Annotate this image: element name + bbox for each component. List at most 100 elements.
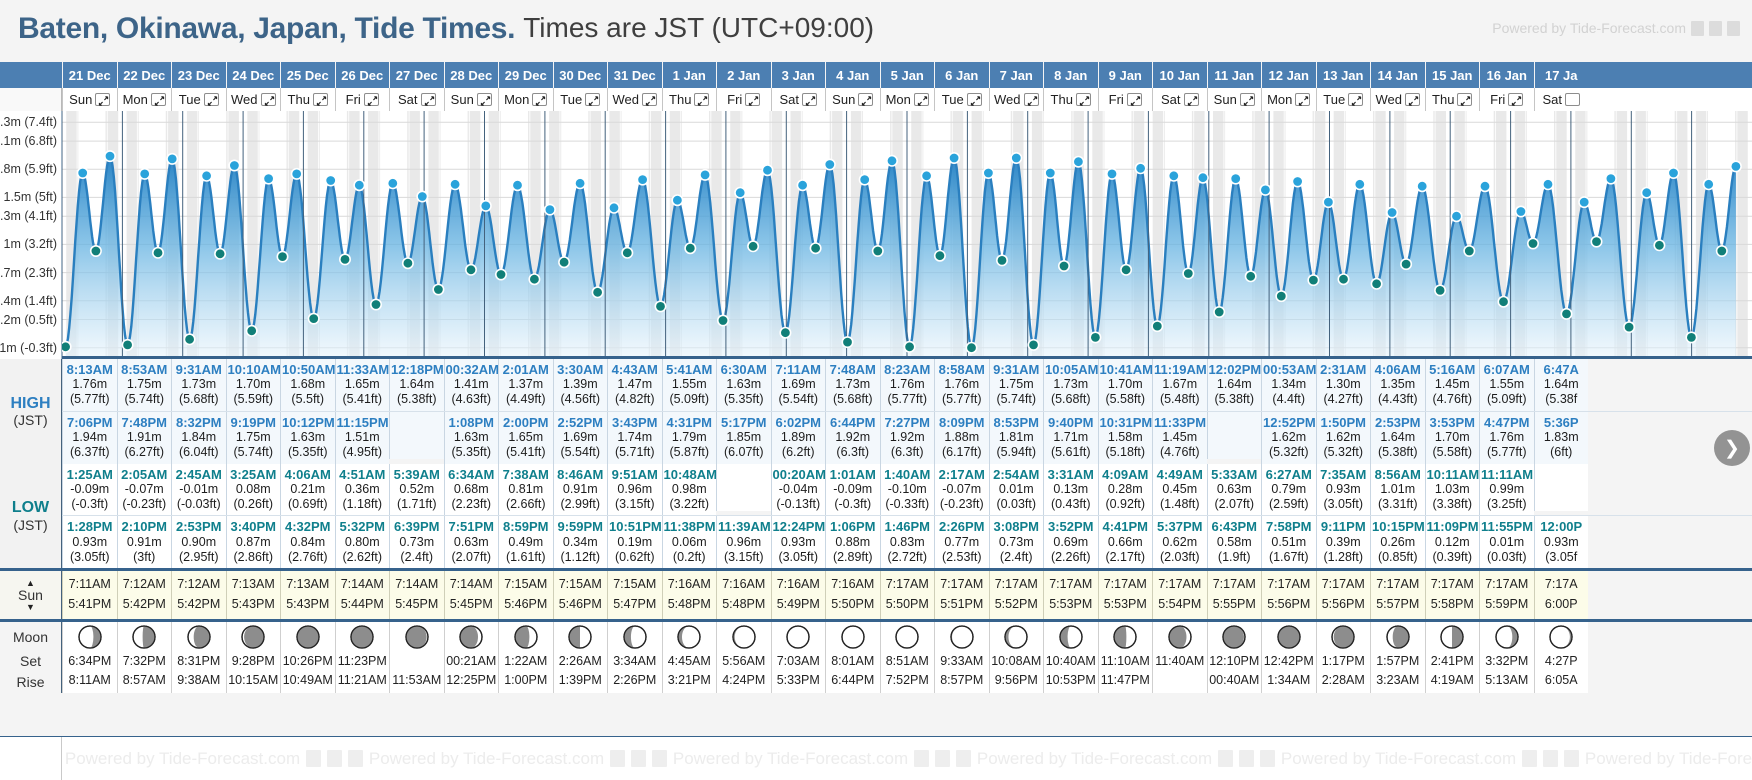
date-header-cell[interactable]: 25 Dec [280,62,335,88]
date-header-cell[interactable]: 23 Dec [171,62,226,88]
date-header-cell[interactable]: 13 Jan [1315,62,1370,88]
date-header-cell[interactable]: 16 Jan [1479,62,1534,88]
date-header-cell[interactable]: 12 Jan [1261,62,1316,88]
expand-icon[interactable] [1126,93,1142,106]
weekday-cell[interactable]: Tue [934,88,989,111]
tide-height-m: 0.49m [508,534,544,549]
expand-icon[interactable] [150,93,166,106]
date-header-cell[interactable]: 6 Jan [934,62,989,88]
weekday-cell[interactable]: Thu [1424,88,1479,111]
tide-cell: 9:31AM 1.75m (5.74ft) [988,359,1043,411]
tide-time: 10:51PM [609,519,662,535]
weekday-cell[interactable]: Mon [1261,88,1316,111]
date-header-cell[interactable]: 31 Dec [607,62,662,88]
date-header-cell[interactable]: 17 Ja [1533,62,1588,88]
expand-icon[interactable] [95,93,111,106]
weekday-cell[interactable]: Sun [825,88,880,111]
date-header-cell[interactable]: 7 Jan [988,62,1043,88]
weekday-cell[interactable]: Fri [716,88,771,111]
tide-height-m: 0.81m [508,481,544,496]
expand-icon[interactable] [966,93,982,106]
date-header-cell[interactable]: 15 Jan [1424,62,1479,88]
expand-icon[interactable] [1405,93,1420,106]
weekday-cell[interactable]: Wed [988,88,1043,111]
date-header-cell[interactable]: 14 Jan [1370,62,1425,88]
expand-icon[interactable] [913,93,929,106]
weekday-cell[interactable]: Sun [62,88,117,111]
weekday-label: Sun [450,92,474,107]
date-header-cell[interactable]: 30 Dec [552,62,607,88]
weekday-cell[interactable]: Tue [552,88,607,111]
weekday-cell[interactable]: Wed [225,88,280,111]
expand-icon[interactable] [1348,93,1364,106]
weekday-cell[interactable]: Sun [443,88,498,111]
date-header-cell[interactable]: 10 Jan [1152,62,1207,88]
expand-icon[interactable] [532,93,548,106]
date-header-cell[interactable]: 5 Jan [879,62,934,88]
date-header-cell[interactable]: 4 Jan [825,62,880,88]
date-header-cell[interactable]: 9 Jan [1097,62,1152,88]
expand-icon[interactable] [745,93,761,106]
sun-cell: 7:17AM 5:53PM [1043,571,1098,620]
expand-icon[interactable] [203,93,219,106]
tide-time: 1:28PM [66,519,113,535]
expand-icon[interactable] [1239,93,1255,106]
date-header-cell[interactable]: 29 Dec [498,62,553,88]
date-header-cell[interactable]: 8 Jan [1043,62,1098,88]
moon-cell [607,622,662,652]
expand-icon[interactable] [1565,93,1580,106]
weekday-cell[interactable]: Sat [770,88,825,111]
expand-icon[interactable] [1295,93,1311,106]
weekday-cell[interactable]: Tue [171,88,226,111]
weekday-cell[interactable]: Fri [1097,88,1152,111]
expand-icon[interactable] [1023,93,1039,106]
expand-icon[interactable] [312,93,328,106]
weekday-cell[interactable]: Sat [1533,88,1588,111]
weekday-cell[interactable]: Mon [498,88,553,111]
expand-icon[interactable] [585,93,601,106]
moon-row: Moon [0,622,1752,652]
tide-cell: 8:59PM 0.49m (1.61ft) [498,516,553,569]
weekday-cell[interactable]: Mon [879,88,934,111]
expand-icon[interactable] [363,93,379,106]
expand-icon[interactable] [476,93,492,106]
date-header-cell[interactable]: 28 Dec [443,62,498,88]
tide-time: 3:31AM [1047,466,1094,482]
tide-height-ft: (0.85ft) [1377,549,1418,564]
date-header-cell[interactable]: 2 Jan [716,62,771,88]
expand-icon[interactable] [260,93,276,106]
date-header-cell[interactable]: 26 Dec [334,62,389,88]
weekday-cell[interactable]: Sat [1152,88,1207,111]
date-header-cell[interactable]: 3 Jan [770,62,825,88]
weekday-cell[interactable]: Sat [389,88,444,111]
weekday-cell[interactable]: Mon [116,88,171,111]
weekday-cell[interactable]: Wed [1370,88,1425,111]
date-header-cell[interactable]: 11 Jan [1206,62,1261,88]
expand-icon[interactable] [858,93,874,106]
date-header-cell[interactable]: 24 Dec [225,62,280,88]
expand-icon[interactable] [1457,93,1473,106]
expand-icon[interactable] [1075,93,1091,106]
tide-height-m: 1.73m [1053,377,1089,392]
expand-icon[interactable] [420,93,436,106]
weekday-cell[interactable]: Tue [1315,88,1370,111]
expand-icon[interactable] [694,93,710,106]
weekday-cell[interactable]: Sun [1206,88,1261,111]
footer-watermark-text: Powered by Tide-Forecast.com [1280,748,1517,768]
date-header-cell[interactable]: 1 Jan [661,62,716,88]
date-header-cell[interactable]: 27 Dec [389,62,444,88]
expand-icon[interactable] [1183,93,1199,106]
expand-icon[interactable] [802,93,817,106]
expand-icon[interactable] [642,93,657,106]
tide-cell-empty [1533,463,1588,511]
weekday-cell[interactable]: Thu [1043,88,1098,111]
expand-icon[interactable] [1508,93,1524,106]
weekday-cell[interactable]: Wed [607,88,662,111]
weekday-cell[interactable]: Thu [280,88,335,111]
date-header-cell[interactable]: 22 Dec [116,62,171,88]
weekday-cell[interactable]: Fri [1479,88,1534,111]
weekday-cell[interactable]: Fri [334,88,389,111]
weekday-cell[interactable]: Thu [661,88,716,111]
next-period-button[interactable]: ❯ [1714,430,1750,466]
date-header-cell[interactable]: 21 Dec [62,62,117,88]
